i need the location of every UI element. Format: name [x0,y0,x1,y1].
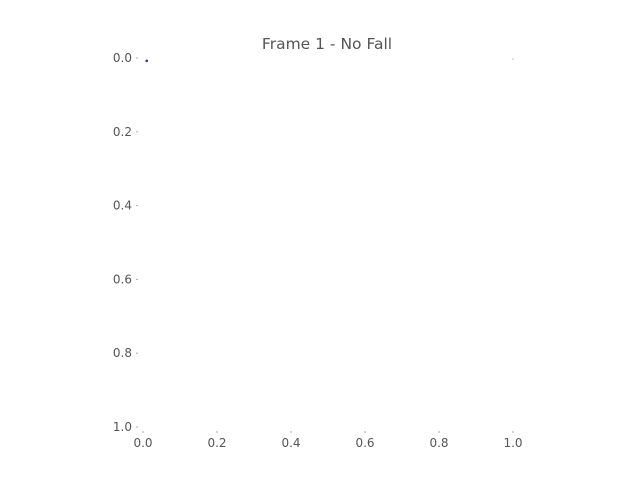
x-tick-label: 0.6 [355,436,374,450]
y-axis: 0.0 0.2 0.4 0.6 0.8 1.0 [113,51,138,434]
x-tick-label: 1.0 [503,436,522,450]
y-tick-label: 1.0 [113,420,132,434]
data-point [512,58,514,60]
x-tick-label: 0.8 [429,436,448,450]
x-tick-label: 0.2 [207,436,226,450]
y-tick-label: 0.8 [113,346,132,360]
data-point [145,59,148,63]
x-tick-label: 0.4 [281,436,300,450]
x-axis: 0.0 0.2 0.4 0.6 0.8 1.0 [133,431,523,450]
y-tick-label: 0.4 [113,199,132,213]
scatter-points [145,58,514,63]
x-tick-label: 0.0 [133,436,152,450]
y-tick-label: 0.6 [113,272,132,286]
y-tick-label: 0.0 [113,51,132,65]
chart-title: Frame 1 - No Fall [262,35,392,53]
y-tick-label: 0.2 [113,125,132,139]
